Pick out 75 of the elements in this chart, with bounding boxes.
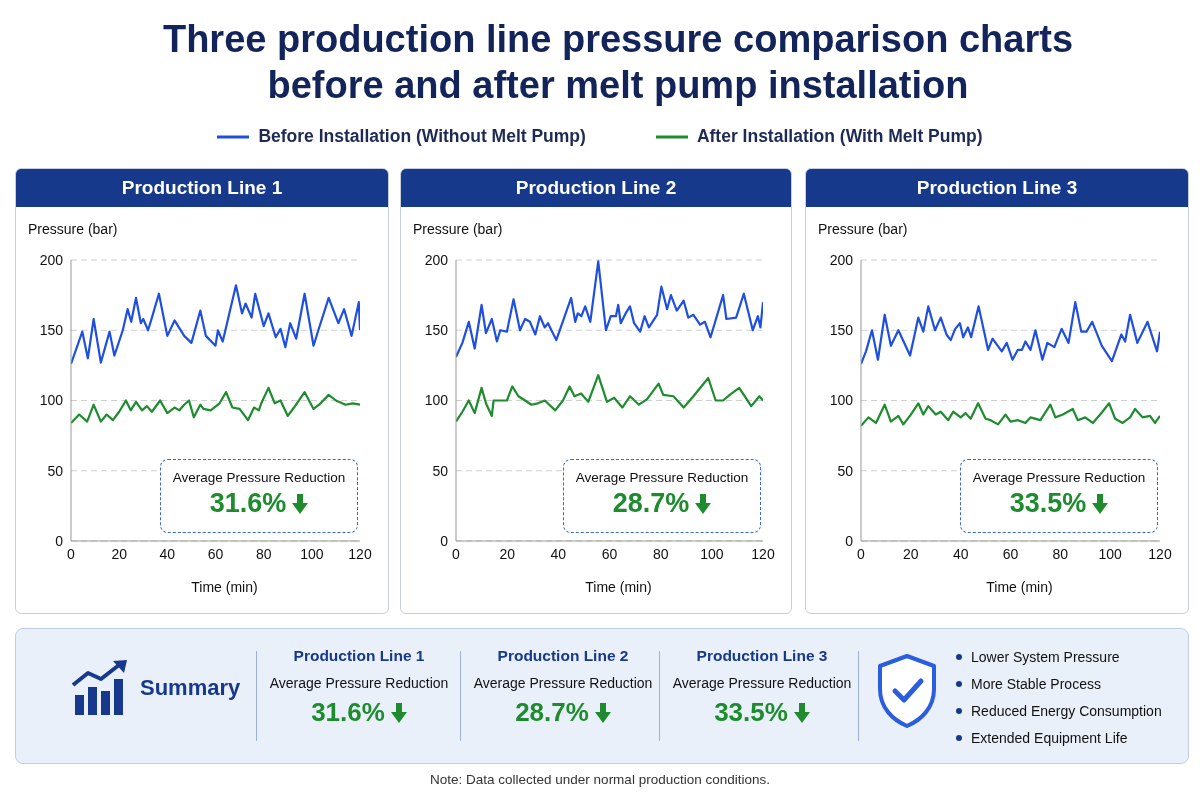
- chart-subtitle: Production Line 2: [401, 169, 791, 207]
- line-series: [861, 402, 1160, 427]
- text: Average Pressure Reduction: [671, 675, 853, 691]
- line-series: [456, 374, 763, 423]
- text: Production Line 2: [496, 647, 630, 665]
- legend-label: Before Installation (Without Melt Pump): [258, 126, 586, 147]
- y-axis-title: Pressure (bar): [413, 221, 503, 237]
- text: Extended Equipment Life: [971, 730, 1128, 746]
- y-tick-label: 200: [39, 251, 64, 268]
- x-tick-label: 80: [652, 545, 669, 562]
- y-tick-label: 100: [39, 392, 64, 409]
- x-tick-label: 60: [207, 545, 224, 562]
- annotation: Average Pressure Reduction: [574, 470, 750, 485]
- line-series: [71, 386, 360, 425]
- chart-subtitle: Production Line 3: [806, 169, 1188, 207]
- text: Production Line 1: [292, 647, 426, 665]
- chart-subtitle: Production Line 1: [16, 169, 388, 207]
- x-tick-label: 80: [255, 545, 272, 562]
- x-tick-label: 60: [601, 545, 618, 562]
- x-tick-label: 100: [1098, 545, 1123, 562]
- y-tick-label: 200: [829, 251, 854, 268]
- line-series: [456, 260, 763, 359]
- y-tick-label: 0: [845, 532, 854, 549]
- annotation: 31.6%: [209, 488, 287, 519]
- y-tick-label: 0: [55, 532, 64, 549]
- text: Three production line pressure comparison charts before and after melt pump installation: [161, 17, 1075, 108]
- text: Reduced Energy Consumption: [971, 703, 1162, 719]
- x-tick-label: 100: [700, 545, 724, 562]
- text: Average Pressure Reduction: [268, 675, 450, 691]
- y-tick-label: 100: [829, 392, 854, 409]
- text: More Stable Process: [971, 676, 1101, 692]
- y-axis-title: Pressure (bar): [818, 221, 908, 237]
- text: Lower System Pressure: [971, 649, 1120, 665]
- y-tick-label: 100: [424, 392, 449, 409]
- y-axis-title: Pressure (bar): [28, 221, 118, 237]
- annotation: 33.5%: [1009, 488, 1087, 519]
- x-tick-label: 40: [952, 545, 969, 562]
- text: 33.5%: [714, 697, 788, 728]
- x-axis-title: Time (min): [584, 579, 653, 595]
- y-tick-label: 150: [39, 322, 64, 339]
- x-tick-label: 100: [300, 545, 324, 562]
- x-tick-label: 120: [751, 545, 775, 562]
- x-tick-label: 20: [111, 545, 128, 562]
- x-tick-label: 60: [1002, 545, 1019, 562]
- text: Production Line 3: [695, 647, 829, 665]
- y-tick-label: 150: [424, 322, 449, 339]
- y-tick-label: 0: [440, 532, 449, 549]
- y-tick-label: 50: [837, 462, 854, 479]
- text: Note: Data collected under normal production conditions.: [429, 772, 771, 787]
- line-series: [71, 284, 360, 366]
- legend-label: After Installation (With Melt Pump): [696, 126, 983, 147]
- x-tick-label: 120: [348, 545, 372, 562]
- text: Average Pressure Reduction: [472, 675, 654, 691]
- y-tick-label: 50: [47, 462, 64, 479]
- x-tick-label: 20: [903, 545, 919, 562]
- x-tick-label: 0: [857, 545, 866, 562]
- text: Summary: [140, 675, 241, 701]
- annotation: Average Pressure Reduction: [971, 470, 1147, 485]
- x-axis-title: Time (min): [985, 579, 1054, 595]
- text: 28.7%: [515, 697, 589, 728]
- x-axis-title: Time (min): [190, 579, 259, 595]
- text: 31.6%: [311, 697, 385, 728]
- annotation: 28.7%: [612, 488, 690, 519]
- x-tick-label: 0: [452, 545, 461, 562]
- x-tick-label: 20: [499, 545, 516, 562]
- x-tick-label: 40: [159, 545, 176, 562]
- y-tick-label: 200: [424, 251, 449, 268]
- x-tick-label: 0: [67, 545, 76, 562]
- line-series: [861, 301, 1160, 366]
- x-tick-label: 120: [1148, 545, 1172, 562]
- x-tick-label: 80: [1052, 545, 1069, 562]
- x-tick-label: 40: [550, 545, 567, 562]
- y-tick-label: 50: [432, 462, 449, 479]
- annotation: Average Pressure Reduction: [171, 470, 347, 485]
- y-tick-label: 150: [829, 322, 854, 339]
